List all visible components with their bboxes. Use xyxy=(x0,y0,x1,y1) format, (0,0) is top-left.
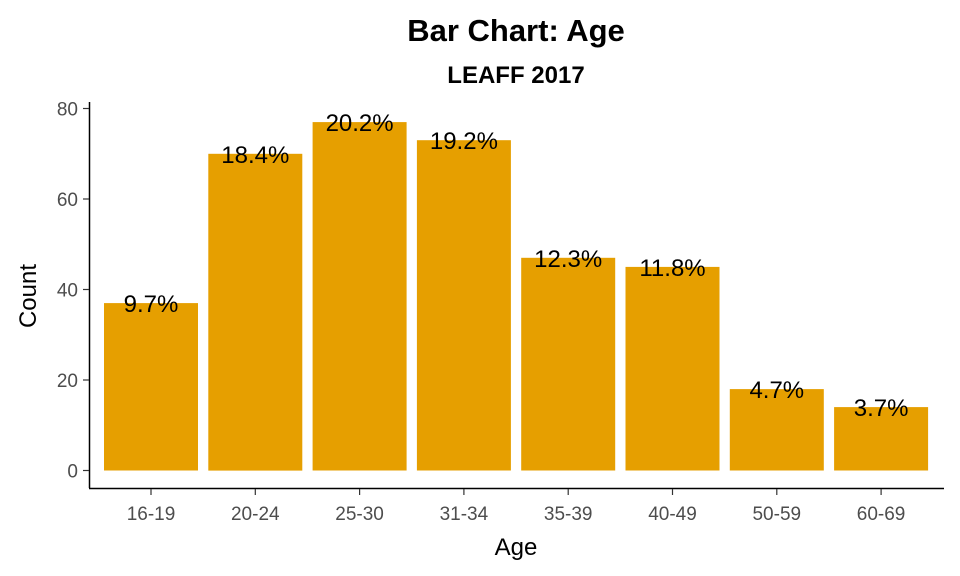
x-tick-label-50-59: 50-59 xyxy=(752,504,801,525)
bar-25-30 xyxy=(312,122,407,471)
x-axis-label: Age xyxy=(495,534,538,561)
data-label-40-49: 11.8% xyxy=(639,255,705,282)
bar-16-19 xyxy=(104,303,198,471)
data-label-25-30: 20.2% xyxy=(326,110,394,137)
y-axis-label: Count xyxy=(15,264,42,328)
y-tick-label-40: 40 xyxy=(57,281,78,302)
data-labels-group: 9.7% 18.4% 20.2% 19.2% 12.3% 11.8% 4.7% 3.7% xyxy=(124,110,909,422)
x-tick-label-20-24: 20-24 xyxy=(231,504,280,525)
data-label-20-24: 18.4% xyxy=(221,142,289,169)
bar-35-39 xyxy=(521,257,616,471)
x-tick-label-31-34: 31-34 xyxy=(440,504,489,525)
data-label-50-59: 4.7% xyxy=(749,377,804,404)
data-label-60-69: 3.7% xyxy=(854,395,909,422)
y-ticks-group: 0 20 40 60 80 xyxy=(57,100,89,483)
y-tick-label-0: 0 xyxy=(67,462,78,483)
y-tick-label-60: 60 xyxy=(57,190,78,211)
bar-20-24 xyxy=(208,153,303,471)
x-tick-label-25-30: 25-30 xyxy=(335,504,384,525)
chart-title: Bar Chart: Age xyxy=(407,13,625,48)
x-tick-label-40-49: 40-49 xyxy=(648,504,697,525)
bar-60-69 xyxy=(834,407,929,471)
data-label-16-19: 9.7% xyxy=(124,291,179,318)
x-tick-label-16-19: 16-19 xyxy=(127,504,176,525)
y-tick-label-80: 80 xyxy=(57,100,78,121)
data-label-31-34: 19.2% xyxy=(430,128,498,155)
bar-40-49 xyxy=(625,266,720,471)
x-tick-label-35-39: 35-39 xyxy=(544,504,593,525)
chart-subtitle: LEAFF 2017 xyxy=(447,62,584,89)
x-tick-label-60-69: 60-69 xyxy=(857,504,906,525)
x-ticks-group: 16-19 20-24 25-30 31-34 35-39 40-49 50-59 60-69 xyxy=(127,489,906,525)
bars-group xyxy=(104,122,929,471)
bar-50-59 xyxy=(729,389,824,471)
bar-31-34 xyxy=(416,140,511,471)
y-tick-label-20: 20 xyxy=(57,371,78,392)
data-label-35-39: 12.3% xyxy=(534,246,602,273)
